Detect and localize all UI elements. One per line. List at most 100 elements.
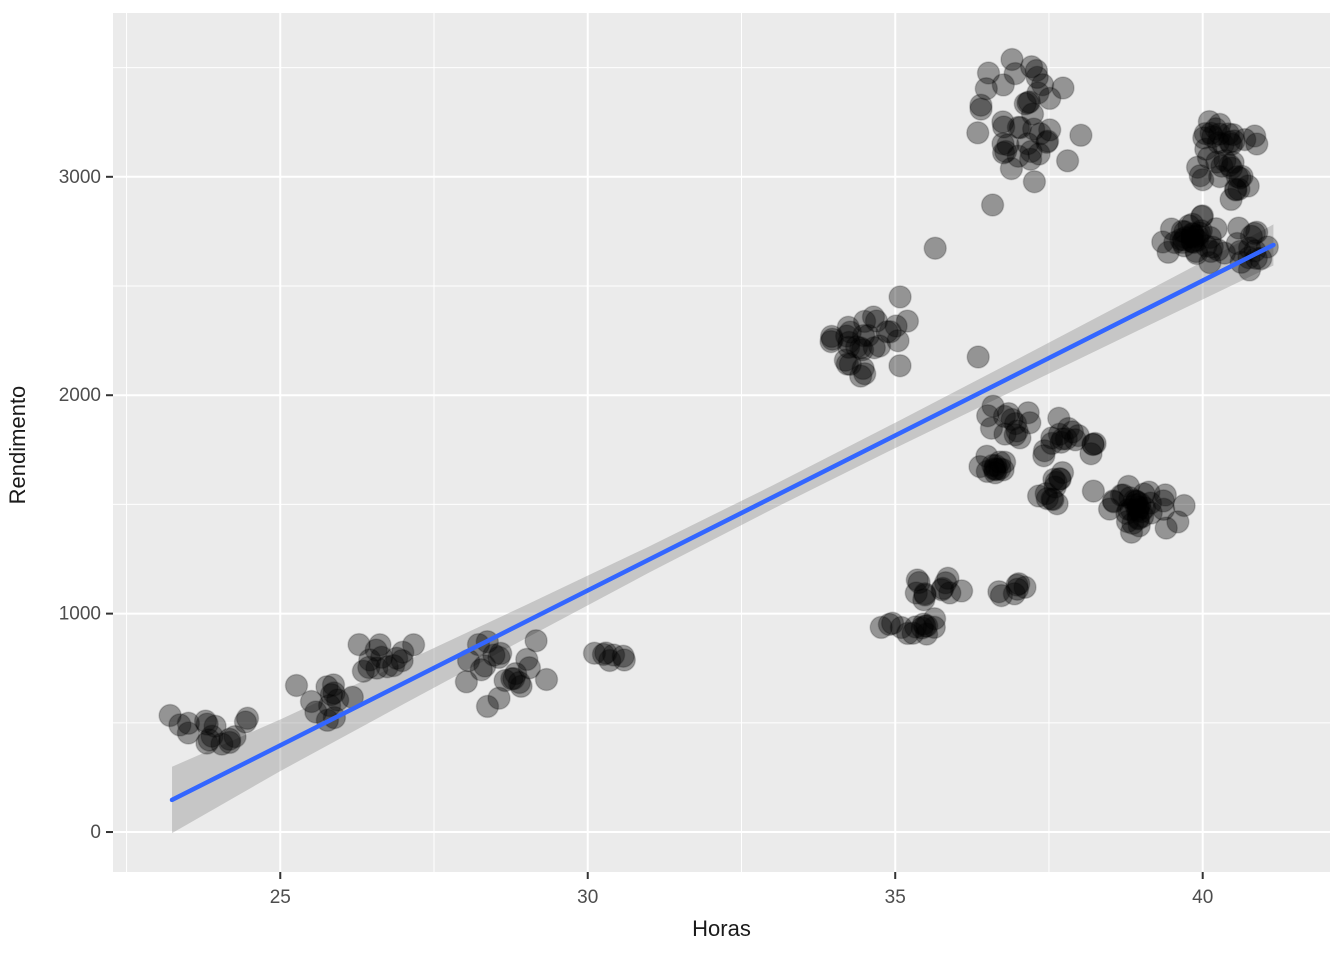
data-point [1126, 506, 1151, 530]
data-point [1181, 222, 1205, 247]
data-point [875, 320, 899, 344]
data-point [1047, 406, 1071, 431]
data-point [325, 688, 350, 712]
data-point [315, 674, 339, 699]
data-point [980, 193, 1005, 217]
data-point [1151, 497, 1176, 522]
data-point [1045, 491, 1069, 516]
data-point [1003, 61, 1027, 86]
data-point [838, 320, 863, 344]
data-point [987, 579, 1011, 604]
data-point [1159, 217, 1184, 241]
data-point [1184, 239, 1208, 264]
data-point [976, 61, 1001, 85]
data-point [1223, 177, 1248, 201]
data-point [910, 616, 934, 640]
data-point [1026, 484, 1051, 508]
data-point [886, 328, 910, 353]
data-point [597, 648, 622, 673]
data-point [936, 566, 960, 591]
data-point [381, 653, 406, 678]
data-point [473, 654, 497, 678]
data-point [1044, 470, 1068, 494]
data-point [1126, 497, 1151, 522]
data-point [1016, 400, 1040, 425]
data-point [375, 654, 399, 679]
data-point [488, 641, 513, 666]
data-point [1030, 72, 1055, 97]
data-point [1173, 220, 1197, 244]
data-point [509, 674, 533, 699]
data-point [915, 614, 939, 638]
x-tick-label: 30 [577, 887, 598, 908]
data-point [1204, 117, 1228, 141]
data-point [1216, 122, 1241, 146]
data-point [1180, 212, 1205, 236]
data-point [1210, 154, 1234, 178]
data-point [992, 404, 1017, 429]
data-point [1166, 510, 1190, 534]
data-point [1013, 92, 1038, 116]
data-point [1227, 177, 1251, 201]
data-point [1028, 122, 1053, 146]
data-point [1032, 443, 1056, 468]
data-point [1244, 220, 1269, 245]
data-point [1221, 122, 1245, 147]
x-tick-label: 25 [270, 887, 291, 908]
data-point [991, 141, 1016, 165]
data-point [993, 422, 1017, 446]
data-point [1019, 139, 1043, 164]
data-point [889, 615, 914, 640]
data-point [912, 587, 936, 612]
data-point [979, 416, 1004, 440]
data-point [913, 581, 937, 606]
data-point [1192, 126, 1216, 150]
data-point [933, 571, 958, 595]
data-point [851, 356, 875, 381]
data-point [1122, 488, 1147, 513]
data-point [1069, 123, 1093, 148]
data-point [1054, 426, 1079, 451]
data-point [930, 578, 954, 602]
data-point [317, 693, 342, 718]
data-point [991, 115, 1016, 139]
data-point [820, 327, 845, 351]
data-point [1050, 427, 1075, 451]
data-point [1055, 149, 1080, 173]
data-point [1180, 224, 1204, 249]
data-point [819, 329, 843, 354]
data-point [833, 348, 858, 372]
data-point [907, 570, 931, 595]
data-point [233, 710, 258, 734]
data-point [992, 450, 1017, 474]
data-point [844, 335, 869, 359]
data-point [1032, 438, 1057, 463]
data-point [914, 622, 939, 646]
data-point [867, 334, 892, 358]
data-point [1198, 225, 1223, 250]
data-point [862, 335, 887, 360]
data-point [1228, 166, 1252, 190]
data-point [1018, 410, 1042, 435]
data-point [594, 641, 618, 665]
data-point [1024, 58, 1049, 83]
data-point [1205, 150, 1229, 174]
data-point [1035, 486, 1060, 511]
data-point [200, 724, 224, 748]
data-point [391, 640, 415, 664]
data-point [869, 615, 893, 640]
data-point [1124, 489, 1148, 514]
data-point [493, 668, 517, 693]
data-point [884, 314, 908, 338]
data-point [158, 703, 182, 728]
data-point [880, 611, 905, 636]
data-point [612, 648, 637, 672]
data-point [911, 612, 936, 636]
data-point [1199, 121, 1223, 146]
y-axis-title: Rendimento [5, 385, 30, 505]
data-point [1040, 487, 1064, 511]
data-point [1097, 497, 1122, 521]
data-point [401, 633, 426, 657]
data-point [888, 353, 912, 378]
